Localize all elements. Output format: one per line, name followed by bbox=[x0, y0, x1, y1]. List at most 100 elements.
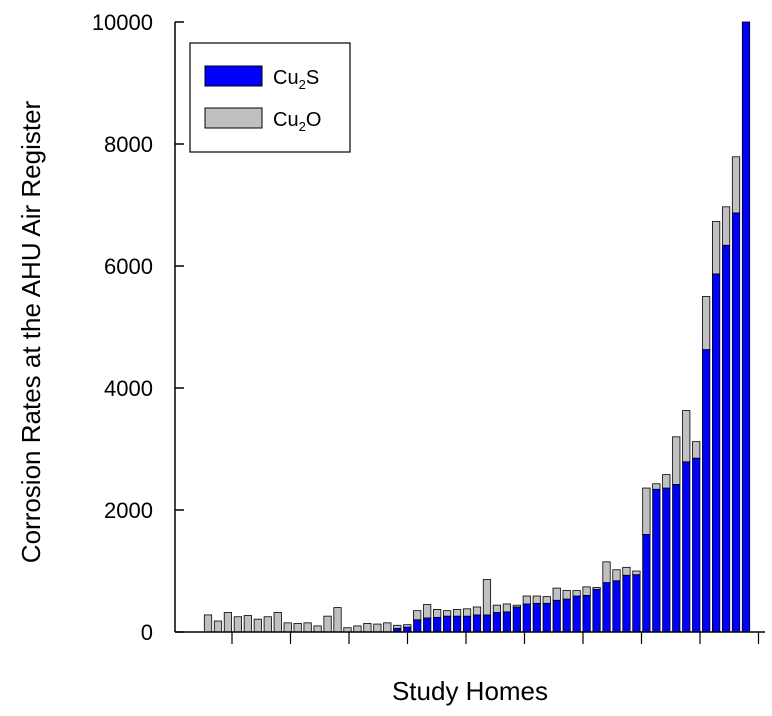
bar-cu2o-52 bbox=[712, 221, 721, 275]
bar-cu2s-29 bbox=[482, 614, 492, 633]
bar-cu2o-41 bbox=[602, 561, 611, 583]
y-tick-label: 0 bbox=[141, 620, 153, 645]
bar-cu2s-39 bbox=[582, 595, 591, 633]
bar-cu2o-20 bbox=[393, 624, 402, 629]
y-tick-label: 2000 bbox=[104, 498, 153, 523]
bar-cu2o-43 bbox=[622, 566, 631, 576]
bar-cu2o-28 bbox=[472, 606, 482, 616]
bar-cu2o-42 bbox=[612, 569, 621, 582]
bar-cu2o-7 bbox=[263, 616, 272, 633]
y-axis-label: Corrosion Rates at the AHU Air Register bbox=[16, 100, 46, 563]
bar-cu2o-21 bbox=[403, 624, 412, 628]
bar-cu2s-22 bbox=[413, 619, 422, 633]
bar-cu2s-38 bbox=[572, 595, 581, 633]
bar-cu2s-53 bbox=[721, 244, 731, 633]
bar-cu2o-18 bbox=[373, 623, 382, 633]
bar-cu2s-40 bbox=[592, 588, 601, 633]
bar-cu2s-25 bbox=[443, 615, 452, 633]
bar-cu2o-8 bbox=[273, 612, 282, 633]
bar-cu2o-24 bbox=[433, 609, 442, 618]
bar-cu2o-26 bbox=[452, 609, 462, 617]
bar-cu2s-50 bbox=[692, 457, 701, 633]
x-axis-label: Study Homes bbox=[392, 676, 548, 706]
bar-cu2o-35 bbox=[542, 596, 551, 604]
bar-cu2s-41 bbox=[602, 582, 611, 633]
bar-cu2s-43 bbox=[622, 574, 631, 633]
bar-cu2o-14 bbox=[333, 607, 342, 633]
bar-cu2o-50 bbox=[692, 441, 701, 459]
bar-cu2s-30 bbox=[492, 612, 502, 633]
bar-cu2s-35 bbox=[542, 602, 551, 633]
bar-cu2o-2 bbox=[213, 620, 223, 633]
bar-cu2s-27 bbox=[462, 615, 472, 633]
legend-label-cu2o: Cu2O bbox=[273, 109, 321, 134]
bar-cu2o-22 bbox=[413, 610, 422, 621]
legend: Cu2S Cu2O bbox=[189, 42, 351, 153]
bar-cu2o-37 bbox=[562, 590, 571, 600]
bar-cu2o-45 bbox=[642, 487, 651, 535]
bar-cu2s-48 bbox=[672, 483, 681, 633]
bar-cu2o-27 bbox=[462, 608, 472, 617]
y-ticks: 0 2000 4000 6000 8000 10000 bbox=[92, 10, 184, 645]
bar-cu2o-31 bbox=[502, 603, 511, 613]
bar-cu2s-31 bbox=[502, 611, 511, 633]
bar-cu2o-4 bbox=[233, 616, 242, 633]
axes-layer bbox=[174, 22, 765, 633]
y-tick-label: 6000 bbox=[104, 254, 153, 279]
bar-cu2s-34 bbox=[532, 602, 541, 633]
bar-cu2o-38 bbox=[572, 590, 581, 597]
bar-cu2o-44 bbox=[632, 570, 641, 576]
bar-cu2s-36 bbox=[552, 599, 561, 633]
x-ticks bbox=[231, 632, 760, 644]
bar-cu2o-32 bbox=[512, 604, 521, 608]
bar-cu2o-19 bbox=[383, 622, 392, 633]
bar-cu2o-30 bbox=[492, 604, 502, 613]
y-tick-label: 8000 bbox=[104, 132, 153, 157]
bar-cu2o-53 bbox=[721, 206, 731, 246]
bar-cu2s-54 bbox=[731, 212, 741, 633]
bar-cu2o-13 bbox=[323, 615, 332, 633]
legend-swatch-cu2o bbox=[204, 107, 263, 129]
bar-cu2s-47 bbox=[662, 487, 671, 633]
legend-label-cu2s: Cu2S bbox=[273, 67, 319, 92]
bar-cu2s-46 bbox=[652, 488, 661, 633]
bar-cu2o-11 bbox=[303, 622, 312, 633]
bar-cu2o-54 bbox=[731, 156, 741, 214]
legend-swatch-cu2s bbox=[204, 65, 263, 87]
bar-cu2o-3 bbox=[223, 612, 233, 633]
bar-cu2o-9 bbox=[283, 622, 292, 633]
bar-cu2o-10 bbox=[293, 623, 302, 633]
bar-cu2s-24 bbox=[433, 616, 442, 633]
bar-cu2s-52 bbox=[712, 273, 721, 633]
bar-cu2s-51 bbox=[702, 349, 711, 633]
bar-cu2s-33 bbox=[522, 603, 531, 633]
bar-cu2o-29 bbox=[482, 579, 492, 616]
bar-cu2s-23 bbox=[423, 617, 432, 633]
bar-cu2o-36 bbox=[552, 587, 561, 601]
legend-box bbox=[189, 42, 351, 153]
bar-cu2s-44 bbox=[632, 574, 641, 633]
bar-cu2s-45 bbox=[642, 534, 651, 633]
bar-cu2o-16 bbox=[353, 625, 362, 633]
bar-cu2o-33 bbox=[522, 595, 531, 605]
bar-cu2o-48 bbox=[672, 436, 681, 485]
bar-cu2o-47 bbox=[662, 474, 671, 489]
bar-cu2s-37 bbox=[562, 598, 571, 633]
bar-cu2s-32 bbox=[512, 606, 521, 633]
bar-cu2o-12 bbox=[313, 625, 322, 633]
bar-cu2o-25 bbox=[443, 610, 452, 617]
bar-cu2o-5 bbox=[243, 615, 252, 633]
bar-cu2o-1 bbox=[203, 614, 213, 633]
y-tick-label: 4000 bbox=[104, 376, 153, 401]
bar-cu2s-55 bbox=[741, 21, 751, 633]
y-tick-label: 10000 bbox=[92, 10, 153, 35]
bar-cu2o-51 bbox=[702, 296, 711, 350]
bar-cu2o-34 bbox=[532, 595, 541, 604]
bar-cu2o-23 bbox=[423, 604, 432, 619]
bar-cu2s-26 bbox=[452, 615, 462, 633]
bar-cu2o-17 bbox=[363, 623, 372, 633]
bar-cu2o-6 bbox=[253, 618, 262, 633]
bar-cu2o-46 bbox=[652, 483, 661, 490]
